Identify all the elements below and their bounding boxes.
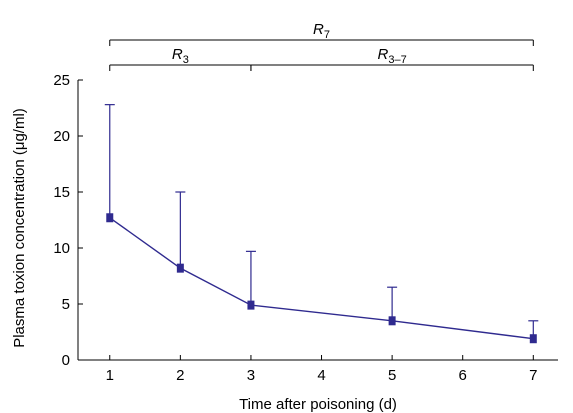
plot-area	[104, 104, 539, 344]
y-tick-label: 0	[62, 352, 70, 369]
axes: 1 2 3 4 5 6 7 0 5 10 15 20 25	[53, 72, 558, 384]
x-ticks: 1 2 3 4 5 6 7	[106, 355, 537, 384]
y-tick-label: 20	[53, 128, 70, 145]
x-tick-label: 3	[247, 367, 255, 384]
bracket-label: R3	[172, 46, 189, 66]
bracket-label: R3–7	[378, 46, 407, 66]
data-point	[529, 334, 537, 344]
bracket-label-main: R	[313, 21, 324, 38]
bracket-label-main: R	[378, 46, 389, 63]
y-tick-label: 25	[53, 72, 70, 89]
x-tick-label: 7	[529, 367, 537, 384]
bracket-label-main: R	[172, 46, 183, 63]
series-line	[109, 217, 534, 340]
data-point	[388, 316, 396, 326]
bracket-label-sub: 7	[324, 29, 330, 41]
x-tick-label: 5	[388, 367, 396, 384]
y-tick-label: 10	[53, 240, 70, 257]
bracket-label-sub: 3–7	[388, 54, 406, 66]
x-tick-label: 4	[317, 367, 325, 384]
data-point	[176, 263, 184, 273]
x-tick-label: 6	[459, 367, 467, 384]
data-point	[247, 300, 255, 310]
x-tick-label: 2	[176, 367, 184, 384]
y-ticks: 0 5 10 15 20 25	[53, 72, 83, 369]
y-tick-label: 5	[62, 296, 70, 313]
bracket-label: R7	[313, 21, 330, 41]
x-tick-label: 1	[106, 367, 114, 384]
data-point	[106, 213, 114, 223]
y-axis-title: Plasma toxion concentration (μg/ml)	[11, 108, 28, 348]
bracket-label-sub: 3	[183, 54, 189, 66]
x-axis-title: Time after poisoning (d)	[239, 396, 397, 413]
y-tick-label: 15	[53, 184, 70, 201]
